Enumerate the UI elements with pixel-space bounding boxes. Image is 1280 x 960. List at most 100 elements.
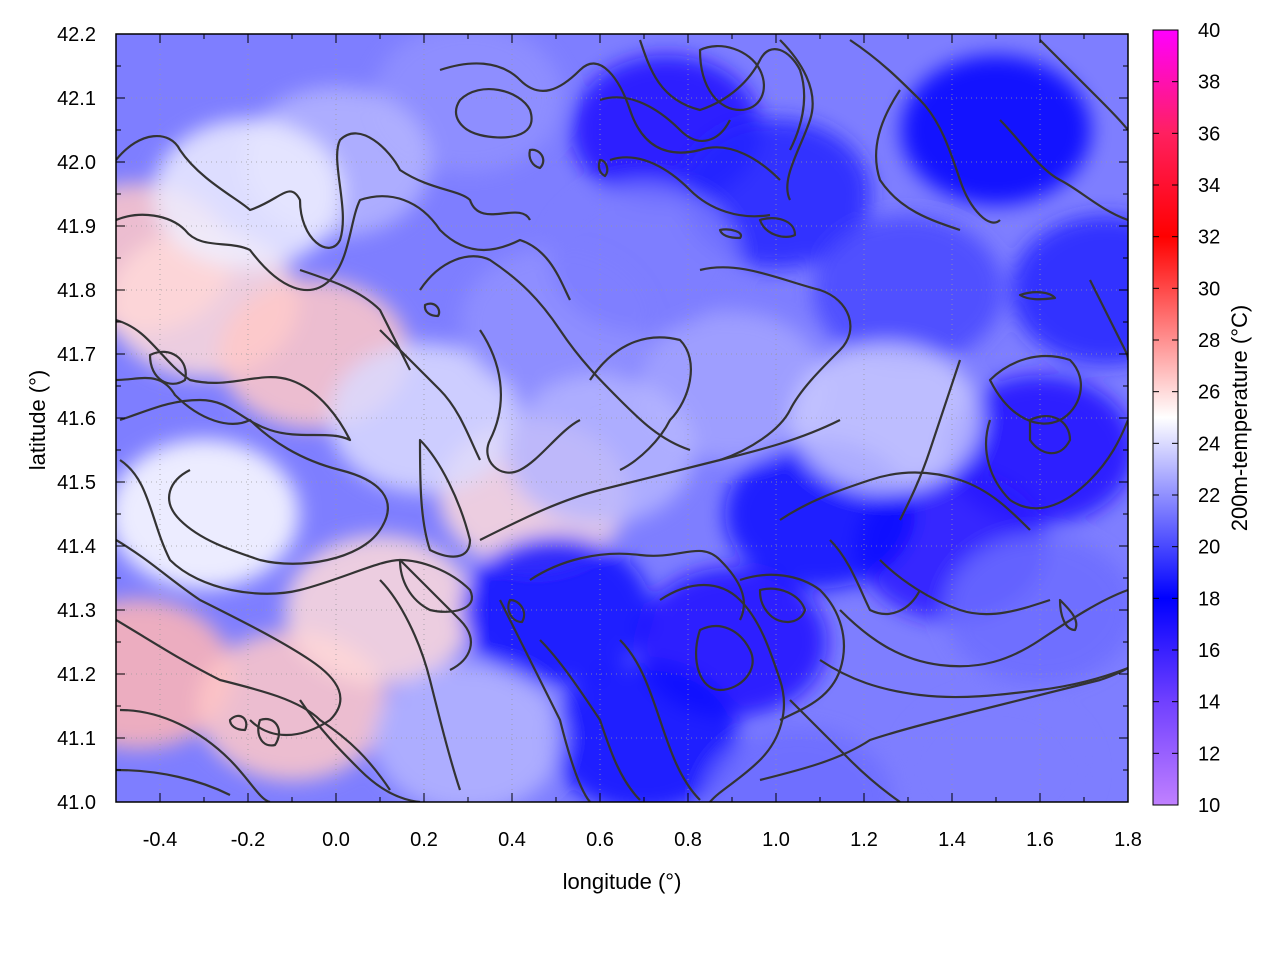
colorbar-tick-label: 30: [1198, 278, 1220, 300]
temperature-sample-mark: [329, 343, 519, 493]
temperature-sample-mark: [703, 727, 893, 802]
contour-line: [499, 599, 591, 802]
contour-line: [597, 158, 609, 178]
x-tick-label: 1.8: [1114, 829, 1142, 851]
contour-line: [116, 376, 389, 565]
colorbar-tick-label: 20: [1198, 537, 1220, 559]
x-tick-label: 1.2: [850, 829, 878, 851]
contour-line: [1039, 39, 1128, 131]
grid-lines: [116, 34, 1128, 802]
colorbar-tick-label: 24: [1198, 433, 1220, 455]
contour-line: [439, 62, 781, 181]
contour-line: [539, 639, 641, 801]
y-tick-label: 41.4: [57, 536, 96, 558]
contour-line: [257, 717, 281, 747]
contour-line: [419, 255, 691, 452]
colorbar-label: 200m-temperature (°C): [1227, 305, 1252, 531]
temperature-sample-mark: [285, 535, 475, 685]
x-axis-label: longitude (°): [563, 869, 682, 894]
contour-line: [1028, 415, 1072, 455]
x-tick-labels: -0.4 -0.2 0.0 0.2 0.4 0.6 0.8 1.0 1.2 1.4 1.6 1.8: [143, 829, 1142, 851]
temperature-sample-mark: [549, 183, 739, 333]
y-tick-label: 41.7: [57, 344, 96, 366]
y-tick-label: 41.9: [57, 216, 96, 238]
contour-line: [116, 195, 571, 301]
temperature-sample-mark: [901, 695, 1091, 802]
y-tick-label: 41.1: [57, 728, 96, 750]
contour-line: [779, 39, 814, 201]
contour-line: [379, 329, 481, 461]
colorbar-tick-label: 10: [1198, 795, 1220, 817]
contour-line: [659, 583, 785, 802]
y-tick-label: 41.5: [57, 472, 96, 494]
contour-line: [1058, 598, 1078, 632]
colorbar-tick-label: 40: [1198, 20, 1220, 42]
colorbar-tick-label: 12: [1198, 743, 1220, 765]
colorbar-tick-label: 28: [1198, 330, 1220, 352]
contour-lines: [116, 39, 1128, 802]
contour-line: [599, 96, 731, 142]
contour-line: [718, 228, 743, 240]
x-tick-label: 0.8: [674, 829, 702, 851]
contour-line: [479, 329, 581, 474]
x-tick-label: 0.6: [586, 829, 614, 851]
y-tick-label: 41.0: [57, 792, 96, 814]
colorbar-tick-label: 32: [1198, 227, 1220, 249]
contour-line: [829, 539, 921, 615]
colorbar-tick-label: 26: [1198, 382, 1220, 404]
y-tick-labels: 41.0 41.1 41.2 41.3 41.4 41.5 41.6 41.7 41.8 41.9…: [57, 24, 96, 814]
contour-line: [988, 355, 1082, 425]
contour-line: [116, 539, 342, 737]
y-axis-label: latitude (°): [25, 370, 50, 471]
contour-line: [699, 266, 852, 462]
contour-line: [116, 318, 352, 442]
x-tick-label: 1.6: [1026, 829, 1054, 851]
x-tick-label: 1.4: [938, 829, 966, 851]
contour-line: [789, 699, 901, 802]
x-tick-label: 1.0: [762, 829, 790, 851]
x-tick-label: 0.0: [322, 829, 350, 851]
contour-line: [899, 359, 962, 521]
contour-line: [528, 148, 545, 170]
x-tick-label: 0.2: [410, 829, 438, 851]
colorbar-tick-labels: 10 12 14 16 18 20 22 24 26 28 30 32 34 36 38 40: [1198, 20, 1220, 817]
contour-line: [638, 39, 806, 151]
x-tick-label: -0.4: [143, 829, 177, 851]
temperature-sample-mark: [1011, 215, 1128, 365]
colorbar-tick-label: 18: [1198, 588, 1220, 610]
colorbar-tick-label: 16: [1198, 640, 1220, 662]
contour-line: [529, 549, 745, 621]
contour-line: [228, 714, 248, 732]
x-tick-label: -0.2: [231, 829, 265, 851]
axis-ticks: [115, 33, 1129, 803]
contour-line: [698, 45, 765, 112]
y-tick-label: 41.3: [57, 600, 96, 622]
contour-line: [819, 659, 1128, 699]
contour-line: [479, 419, 841, 541]
colorbar-tick-label: 22: [1198, 485, 1220, 507]
contour-line: [423, 302, 441, 318]
y-tick-label: 42.2: [57, 24, 96, 46]
temperature-sample-mark: [373, 663, 563, 802]
contour-line: [148, 350, 187, 385]
colorbar-tick-label: 14: [1198, 692, 1220, 714]
contour-line: [759, 667, 1128, 782]
contour-line: [758, 587, 807, 623]
x-tick-label: 0.4: [498, 829, 526, 851]
contour-line: [589, 336, 692, 471]
contour-line: [507, 598, 526, 624]
colorbar-tick-label: 34: [1198, 175, 1220, 197]
y-tick-label: 42.1: [57, 88, 96, 110]
contour-line: [116, 132, 531, 249]
contour-line: [455, 88, 533, 139]
contour-line: [999, 119, 1128, 222]
temperature-sample-mark: [813, 215, 1003, 365]
contour-line: [779, 471, 1031, 531]
contour-line: [839, 588, 1128, 668]
y-tick-label: 42.0: [57, 152, 96, 174]
contour-line: [119, 708, 271, 802]
temperature-sample-mark: [116, 439, 299, 589]
contour-line: [695, 625, 754, 692]
contour-line: [1018, 291, 1057, 301]
